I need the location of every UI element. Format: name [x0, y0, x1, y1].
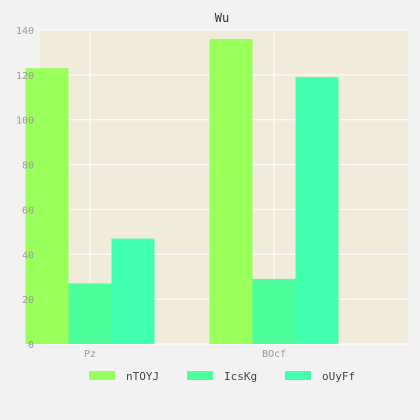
y-axis: 0 20 40 60 80 100 120 140 — [16, 26, 34, 351]
legend-label-IcsKg: IcsKg — [224, 370, 257, 383]
bars — [25, 38, 339, 344]
y-tick-label: 120 — [16, 71, 34, 82]
bar-oUyFf-Pz — [111, 238, 155, 344]
bar-IcsKg-Pz — [68, 283, 112, 344]
y-tick-label: 100 — [16, 116, 34, 127]
y-tick-label: 140 — [16, 26, 34, 37]
y-tick-label: 60 — [22, 205, 34, 216]
y-tick-label: 20 — [22, 295, 34, 306]
legend-swatch-oUyFf — [285, 371, 311, 380]
bar-oUyFf-BOcf — [295, 77, 339, 344]
y-tick-label: 80 — [22, 161, 34, 172]
legend-label-nTOYJ: nTOYJ — [126, 370, 159, 383]
bar-nTOYJ-Pz — [25, 68, 69, 344]
legend-swatch-nTOYJ — [89, 371, 115, 380]
legend-swatch-IcsKg — [187, 371, 213, 380]
y-tick-label: 0 — [28, 340, 34, 351]
chart-title: Wu — [215, 11, 229, 25]
legend: nTOYJ IcsKg oUyFf — [89, 370, 355, 383]
x-tick-label: BOcf — [262, 349, 286, 360]
y-tick-label: 40 — [22, 250, 34, 261]
bar-IcsKg-BOcf — [252, 278, 296, 344]
bar-nTOYJ-BOcf — [209, 38, 253, 344]
x-tick-label: Pz — [84, 349, 96, 360]
x-axis: Pz BOcf — [84, 349, 286, 360]
legend-label-oUyFf: oUyFf — [322, 370, 355, 383]
